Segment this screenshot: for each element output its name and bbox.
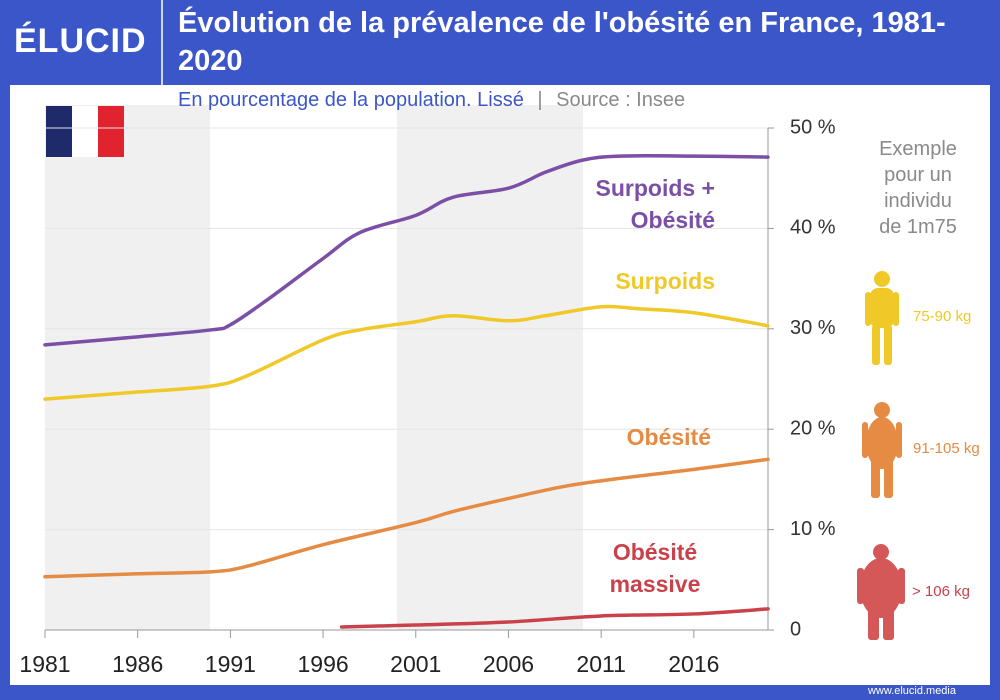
series-label: Obésité	[626, 424, 711, 450]
example-line: individu	[884, 190, 952, 212]
y-tick-label: 10 %	[790, 518, 836, 540]
example-line: pour un	[884, 164, 952, 186]
period-shade	[45, 105, 210, 630]
example-note: Exemple pour un individu de 1m75	[862, 136, 974, 240]
weight-label: 91-105 kg	[913, 440, 980, 457]
footer: www.elucid.media	[867, 685, 956, 697]
weight-label: 75-90 kg	[913, 308, 972, 325]
series-line	[339, 607, 770, 629]
x-tick-label: 1986	[112, 651, 163, 677]
series-line	[43, 154, 770, 347]
x-tick-label: 1991	[205, 651, 256, 677]
series-label: Obésité massive	[609, 539, 701, 597]
plot: 0 10 % 20 % 30 % 40 % 50 % 1981 1986 1991 1996 200…	[19, 116, 835, 677]
x-tick-label: 1981	[19, 651, 70, 677]
people	[857, 271, 905, 640]
y-tick-label: 30 %	[790, 317, 836, 339]
series-line	[43, 304, 770, 401]
series-label: Surpoids	[615, 268, 715, 294]
subtitle: En pourcentage de la population. Lissé	[178, 89, 524, 111]
separator: |	[537, 89, 543, 111]
x-tick-label: 1996	[297, 651, 348, 677]
x-tick-label: 2016	[668, 651, 719, 677]
chart-title: Évolution de la prévalence de l'obésité …	[178, 7, 946, 77]
y-tick-label: 20 %	[790, 417, 836, 439]
example-line: de 1m75	[879, 216, 957, 238]
y-tick-label: 0	[790, 618, 801, 640]
y-tick-label: 40 %	[790, 217, 836, 239]
flag	[46, 106, 124, 157]
x-tick-label: 2006	[483, 651, 534, 677]
period-shade	[397, 105, 583, 630]
subtitle-row: En pourcentage de la population. Lissé |…	[178, 89, 685, 112]
source: Source : Insee	[556, 89, 686, 111]
example-line: Exemple	[879, 138, 957, 160]
x-tick-label: 2001	[390, 651, 441, 677]
series-line	[43, 457, 770, 579]
x-tick-label: 2011	[576, 651, 625, 677]
logo: ÉLUCID	[14, 22, 147, 60]
weight-label: > 106 kg	[912, 583, 970, 600]
series-label: Surpoids + Obésité	[595, 175, 716, 233]
y-tick-label: 50 %	[790, 116, 836, 138]
